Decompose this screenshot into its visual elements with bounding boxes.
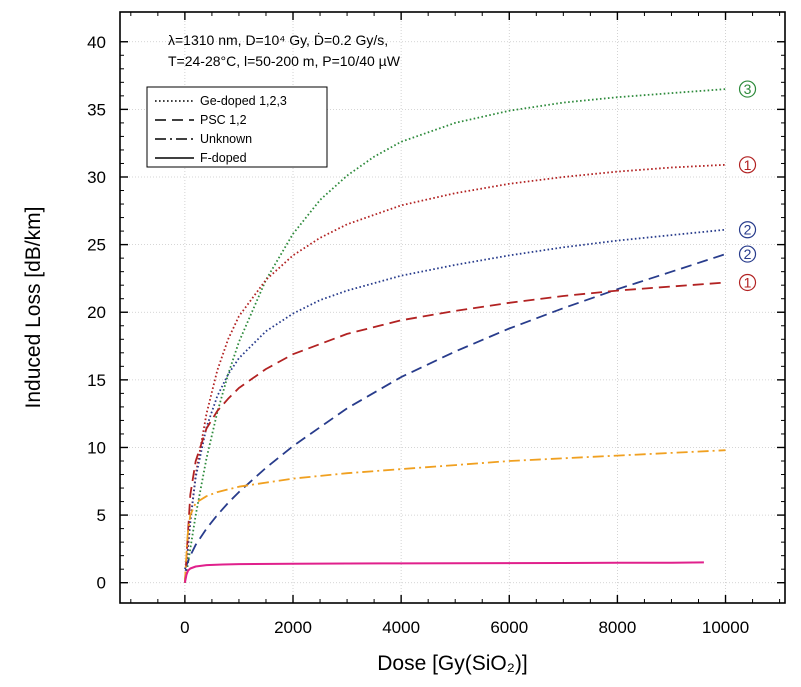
series-line-psc-2 <box>184 253 726 570</box>
y-tick-label-0: 0 <box>97 574 106 593</box>
y-axis-label: Induced Loss [dB/km] <box>22 207 45 409</box>
legend-label-3: F-doped <box>200 151 247 165</box>
x-tick-label-0: 0 <box>180 618 189 637</box>
series-end-label: 2 <box>738 245 757 263</box>
y-tick-label-1: 5 <box>97 506 106 525</box>
y-tick-label-8: 40 <box>87 33 106 52</box>
x-tick-label-1: 2000 <box>274 618 312 637</box>
y-tick-label-6: 30 <box>87 168 106 187</box>
y-tick-label-7: 35 <box>87 100 106 119</box>
series-layer <box>183 88 726 583</box>
series-end-label-circle <box>738 80 757 98</box>
series-end-label: 1 <box>738 156 757 174</box>
legend-label-2: Unknown <box>200 132 252 146</box>
legend-label-1: PSC 1,2 <box>200 113 247 127</box>
x-tick-label-5: 10000 <box>702 618 749 637</box>
series-line-f-doped-6 <box>183 561 704 583</box>
y-tick-label-3: 15 <box>87 371 106 390</box>
series-end-label-text: 3 <box>744 81 752 97</box>
legend-label-0: Ge-doped 1,2,3 <box>200 94 287 108</box>
series-end-label-text: 1 <box>744 274 752 290</box>
series-line-psc-1 <box>184 281 726 583</box>
series-end-label-circle <box>738 245 757 263</box>
y-tick-label-2: 10 <box>87 438 106 457</box>
series-end-label-text: 2 <box>744 246 752 262</box>
series-line-ge-doped-1 <box>184 163 726 583</box>
x-tick-label-2: 4000 <box>382 618 420 637</box>
plot-frame <box>119 11 786 604</box>
x-axis-label: Dose [Gy(SiO₂)] <box>377 652 528 675</box>
series-end-label: 1 <box>738 273 757 292</box>
series-line-unknown-5 <box>184 449 726 583</box>
series-end-label: 3 <box>738 80 757 98</box>
series-end-label-circle <box>738 156 757 174</box>
series-end-label-circle <box>738 221 757 239</box>
y-tick-label-5: 25 <box>87 236 106 255</box>
y-tick-label-4: 20 <box>87 303 106 322</box>
series-end-labels: 3 1 2 2 1 <box>738 80 757 292</box>
series-line-ge-doped-2 <box>184 228 726 583</box>
series-end-label-circle <box>738 273 757 292</box>
series-end-label: 2 <box>738 221 757 239</box>
gridlines <box>120 12 785 603</box>
annotation-line-1: λ=1310 nm, D=10⁴ Gy, Ḋ=0.2 Gy/s, <box>168 31 388 48</box>
series-end-label-text: 2 <box>744 222 752 238</box>
annotation-line-2: T=24-28°C, l=50-200 m, P=10/40 µW <box>168 53 401 69</box>
series-end-label-text: 1 <box>744 157 752 173</box>
x-tick-label-3: 6000 <box>490 618 528 637</box>
legend: Ge-doped 1,2,3 PSC 1,2 Unknown F-doped <box>146 86 328 168</box>
axis-ticks: 0 2000 4000 6000 8000 10000 0 5 10 15 20 25 30 35 40 <box>87 12 785 637</box>
legend-box <box>146 86 328 168</box>
x-tick-label-4: 8000 <box>598 618 636 637</box>
